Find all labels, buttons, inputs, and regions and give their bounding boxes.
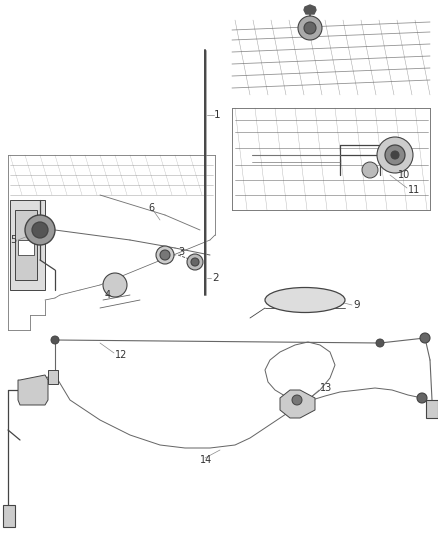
Text: 6: 6 bbox=[148, 203, 154, 213]
Circle shape bbox=[160, 250, 170, 260]
Circle shape bbox=[191, 258, 199, 266]
Circle shape bbox=[298, 16, 322, 40]
Circle shape bbox=[420, 333, 430, 343]
Circle shape bbox=[391, 151, 399, 159]
Bar bbox=[10, 200, 45, 290]
Bar bbox=[426, 400, 438, 418]
Bar bbox=[15, 210, 37, 280]
Circle shape bbox=[156, 246, 174, 264]
Bar bbox=[3, 505, 15, 527]
Text: 12: 12 bbox=[115, 350, 127, 360]
Polygon shape bbox=[280, 390, 315, 418]
Text: 4: 4 bbox=[105, 290, 111, 300]
Text: 9: 9 bbox=[353, 300, 360, 310]
Bar bbox=[18, 240, 34, 255]
Circle shape bbox=[51, 336, 59, 344]
Circle shape bbox=[32, 222, 48, 238]
Circle shape bbox=[187, 254, 203, 270]
Circle shape bbox=[304, 22, 316, 34]
Circle shape bbox=[376, 339, 384, 347]
Text: 14: 14 bbox=[200, 455, 212, 465]
Circle shape bbox=[417, 393, 427, 403]
Text: 2: 2 bbox=[212, 273, 219, 283]
Circle shape bbox=[103, 273, 127, 297]
Circle shape bbox=[292, 395, 302, 405]
Polygon shape bbox=[18, 375, 48, 405]
Text: 13: 13 bbox=[320, 383, 332, 393]
Bar bbox=[48, 370, 58, 384]
Ellipse shape bbox=[265, 287, 345, 312]
Text: 5: 5 bbox=[10, 235, 16, 245]
Circle shape bbox=[377, 137, 413, 173]
Polygon shape bbox=[304, 5, 316, 14]
Text: 10: 10 bbox=[398, 170, 410, 180]
Text: 1: 1 bbox=[214, 110, 221, 120]
Circle shape bbox=[385, 145, 405, 165]
Text: 3: 3 bbox=[178, 247, 184, 257]
Circle shape bbox=[25, 215, 55, 245]
Circle shape bbox=[362, 162, 378, 178]
Text: 11: 11 bbox=[408, 185, 420, 195]
